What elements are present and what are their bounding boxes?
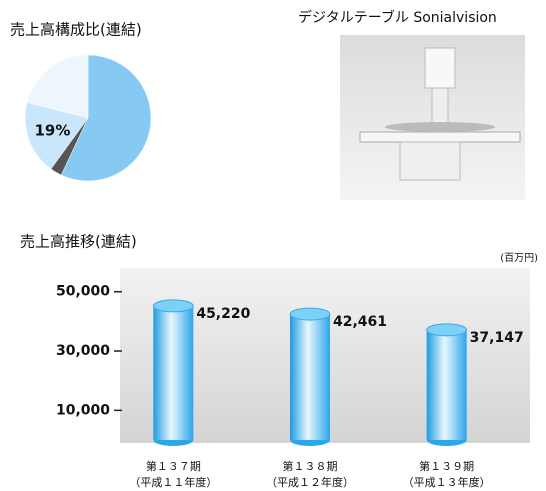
x-tick-label: （平成１３年度） <box>403 475 491 489</box>
y-tick-label: 30,000 <box>56 343 110 359</box>
image-caption: デジタルテーブル Sonialvision <box>298 9 497 26</box>
x-tick-label: （平成１１年度） <box>129 475 217 489</box>
pie-slice <box>26 54 89 119</box>
y-tick-label: 50,000 <box>56 284 110 300</box>
bar <box>153 305 194 440</box>
y-tick-label: 10,000 <box>56 402 110 418</box>
x-tick-label: 第１３９期 <box>419 459 474 473</box>
bar-top <box>289 307 331 321</box>
value-label: 37,147 <box>470 330 524 346</box>
value-label: 45,220 <box>196 306 250 322</box>
pie-slice <box>24 102 89 170</box>
bar <box>426 329 467 440</box>
bar-title: 売上高推移(連結) <box>20 233 137 251</box>
pie-slice <box>60 54 152 182</box>
x-tick-label: 第１３７期 <box>146 459 201 473</box>
product-photo <box>340 35 525 200</box>
x-tick-label: 第１３８期 <box>283 459 338 473</box>
unit-label: (百万円) <box>500 252 538 264</box>
pie-title: 売上高構成比(連結) <box>10 21 142 39</box>
bar-top <box>426 323 468 337</box>
value-label: 42,461 <box>333 314 387 330</box>
bar <box>290 314 330 440</box>
bar-top <box>152 299 194 313</box>
x-tick-label: （平成１２年度） <box>266 475 354 489</box>
slice-label: 19% <box>34 121 70 139</box>
